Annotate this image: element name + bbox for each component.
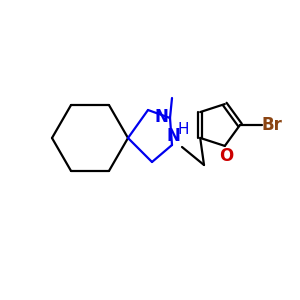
Text: Br: Br [262,116,282,134]
Text: N: N [166,127,180,145]
Text: O: O [219,147,233,165]
Text: N: N [154,108,168,126]
Text: H: H [177,122,189,136]
